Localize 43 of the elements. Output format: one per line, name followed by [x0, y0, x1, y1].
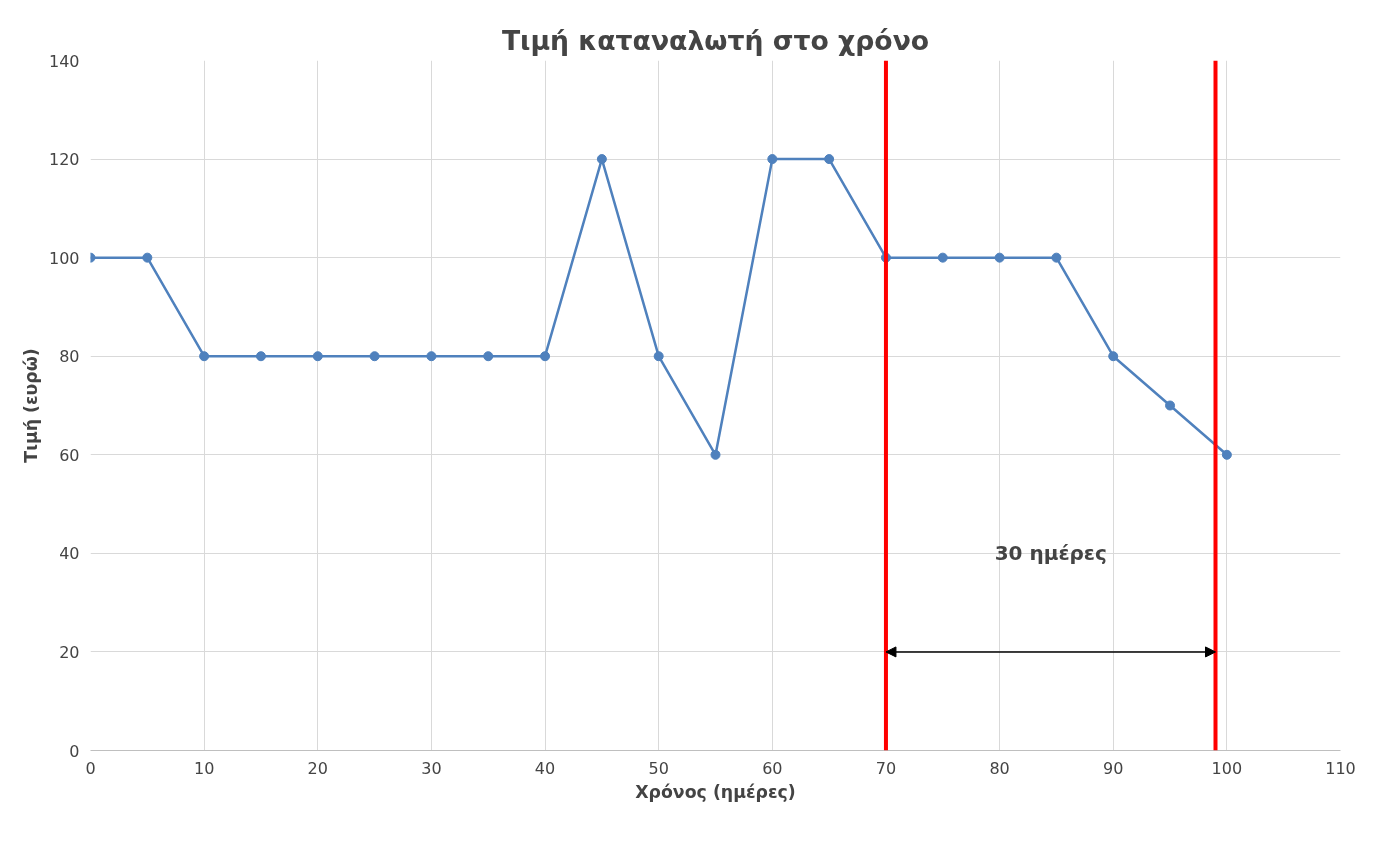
x-tick-label: 60 — [762, 758, 783, 778]
y-tick-label: 0 — [69, 741, 80, 761]
point — [1165, 400, 1176, 411]
point — [596, 154, 607, 165]
point — [540, 351, 551, 362]
y-tick-label: 80 — [59, 347, 80, 367]
point — [710, 449, 721, 460]
point — [142, 252, 153, 263]
x-tick-label: 50 — [648, 758, 669, 778]
y-tick-label: 40 — [59, 544, 80, 564]
point — [483, 351, 494, 362]
point — [255, 351, 266, 362]
x-tick-label: 80 — [989, 758, 1010, 778]
x-tick-label: 10 — [193, 758, 215, 778]
point — [199, 351, 210, 362]
y-tick-label: 20 — [59, 642, 80, 662]
y-tick-label: 120 — [48, 150, 80, 170]
x-tick-label: 40 — [534, 758, 556, 778]
point — [1051, 252, 1062, 263]
x-tick-label: 90 — [1103, 758, 1124, 778]
x-tick-label: 20 — [307, 758, 328, 778]
point — [426, 351, 437, 362]
y-axis-title: Τιμή (ευρώ) — [20, 348, 41, 463]
x-tick-label: 0 — [85, 758, 96, 778]
y-tick-label: 60 — [59, 445, 80, 465]
point — [653, 351, 664, 362]
x-tick-label: 70 — [875, 758, 897, 778]
chart-title: Τιμή καταναλωτή στο χρόνο — [501, 24, 930, 56]
point — [369, 351, 380, 362]
point — [994, 252, 1005, 263]
y-tick-label: 100 — [48, 248, 80, 268]
x-tick-label: 100 — [1211, 758, 1243, 778]
x-tick-label: 30 — [421, 758, 442, 778]
point — [1108, 351, 1119, 362]
point — [937, 252, 948, 263]
point — [312, 351, 323, 362]
x-axis-title: Χρόνος (ημέρες) — [635, 781, 796, 802]
point — [767, 154, 778, 165]
point — [824, 154, 835, 165]
point — [1221, 449, 1232, 460]
annotation: 30 ημέρες — [994, 541, 1107, 566]
x-tick-label: 110 — [1325, 758, 1356, 778]
y-tick-label: 140 — [48, 51, 80, 71]
